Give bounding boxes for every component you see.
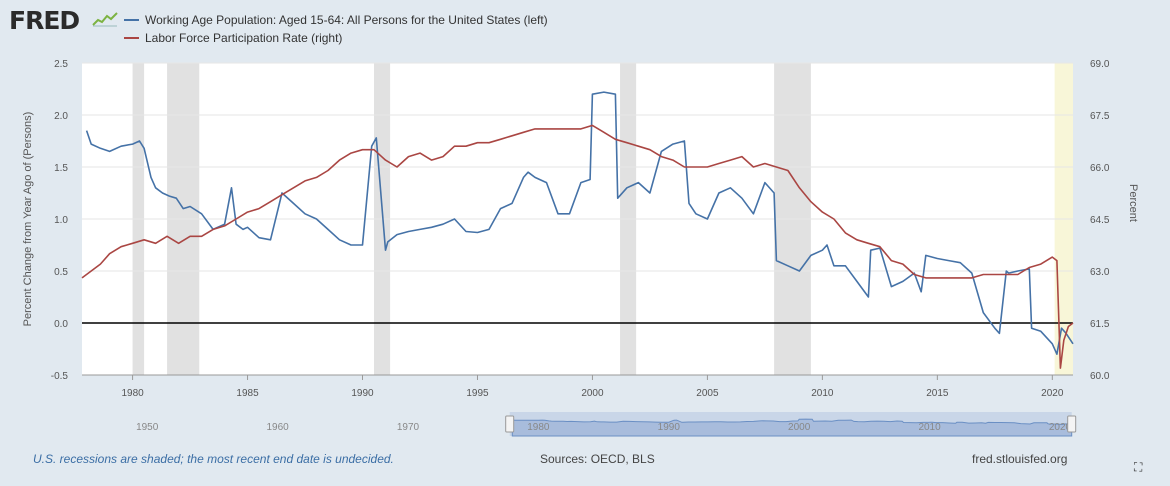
right-tick-label: 66.0 <box>1090 163 1110 174</box>
left-tick-label: 0.5 <box>54 267 68 278</box>
legend-swatch-series2 <box>124 37 139 39</box>
left-tick-label: 0.0 <box>54 319 68 330</box>
navigator-tick-label: 1990 <box>658 422 681 433</box>
navigator-series <box>511 418 1073 437</box>
right-tick-label: 64.5 <box>1090 215 1110 226</box>
legend-swatch-series1 <box>124 19 139 21</box>
x-tick-label: 2020 <box>1041 388 1064 399</box>
right-tick-label: 63.0 <box>1090 267 1110 278</box>
left-tick-label: 1.5 <box>54 163 68 174</box>
navigator-handle-right[interactable] <box>1067 415 1077 433</box>
navigator-tick-label: 1950 <box>136 422 159 433</box>
site-link[interactable]: fred.stlouisfed.org <box>972 452 1068 466</box>
navigator-tick-label: 2020 <box>1049 422 1072 433</box>
right-tick-label: 69.0 <box>1090 59 1110 70</box>
left-tick-label: 2.5 <box>54 59 68 70</box>
x-tick-label: 2000 <box>581 388 604 399</box>
navigator-tick-label: 1980 <box>527 422 550 433</box>
legend-label-series1: Working Age Population: Aged 15-64: All … <box>145 13 548 27</box>
right-tick-label: 61.5 <box>1090 319 1110 330</box>
series-line-participation-rate <box>81 124 1074 369</box>
x-tick-label: 1990 <box>351 388 374 399</box>
fullscreen-icon[interactable]: ⛶ <box>1134 460 1143 474</box>
chart-svg: 2.5 2.0 1.5 1.0 0.5 0.0 -0.5 69.0 67.5 66.0 64.5 63… <box>22 59 1139 437</box>
navigator-tick-label: 1970 <box>397 422 420 433</box>
y-axis-title-right: Percent <box>1127 184 1139 222</box>
left-tick-label: -0.5 <box>51 371 69 382</box>
x-tick-label: 1995 <box>466 388 489 399</box>
recession-note: U.S. recessions are shaded; the most rec… <box>33 452 394 466</box>
y-axis-title-left: Percent Change from Year Ago of (Persons… <box>22 112 34 327</box>
right-tick-label: 60.0 <box>1090 371 1110 382</box>
x-tick-label: 2010 <box>811 388 834 399</box>
navigator-tick-label: 2000 <box>788 422 811 433</box>
legend-item-series2[interactable]: Labor Force Participation Rate (right) <box>124 29 548 47</box>
x-tick-label: 2015 <box>926 388 949 399</box>
left-tick-label: 1.0 <box>54 215 68 226</box>
sources-text: Sources: OECD, BLS <box>540 452 655 466</box>
fred-sparkline-icon <box>92 12 118 27</box>
right-tick-label: 67.5 <box>1090 111 1110 122</box>
legend-item-series1[interactable]: Working Age Population: Aged 15-64: All … <box>124 11 548 29</box>
navigator-tick-label: 2010 <box>918 422 941 433</box>
x-tick-label: 1985 <box>236 388 259 399</box>
fred-logo[interactable]: FRED <box>9 6 80 35</box>
left-tick-label: 2.0 <box>54 111 68 122</box>
x-tick-label: 2005 <box>696 388 719 399</box>
series-line-working-age-population <box>85 91 1074 356</box>
chart-legend: Working Age Population: Aged 15-64: All … <box>124 11 548 47</box>
legend-label-series2: Labor Force Participation Rate (right) <box>145 31 343 45</box>
navigator-handle-left[interactable] <box>505 415 515 433</box>
x-tick-label: 1980 <box>121 388 144 399</box>
navigator-tick-label: 1960 <box>266 422 289 433</box>
